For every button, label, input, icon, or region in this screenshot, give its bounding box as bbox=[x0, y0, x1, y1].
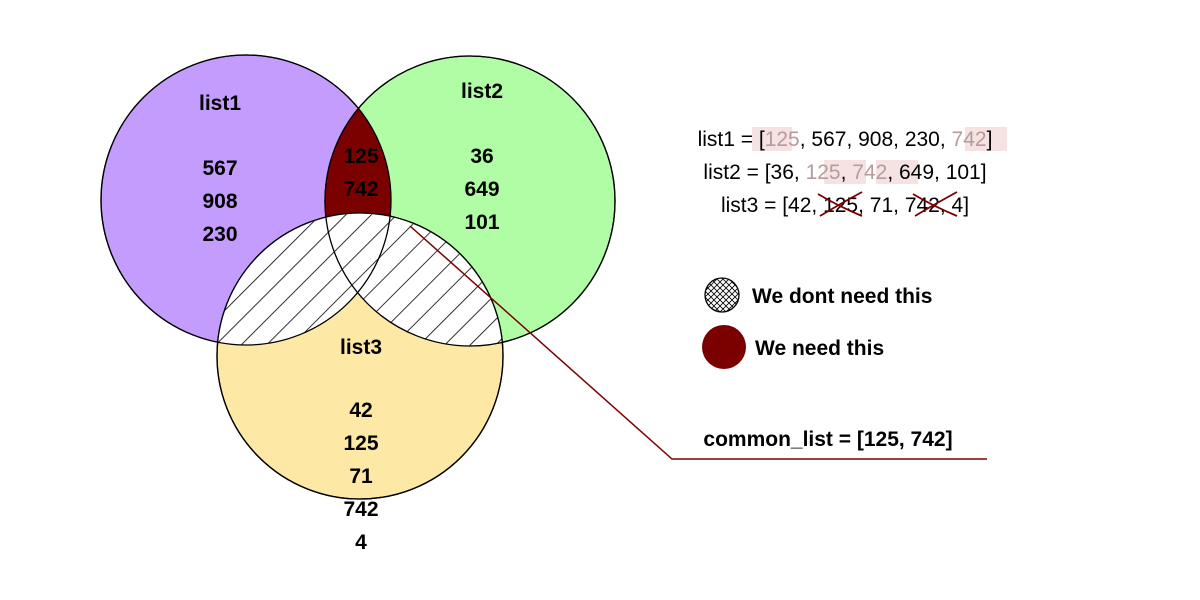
list2-value: 36 bbox=[470, 145, 493, 168]
list3-value: 125 bbox=[343, 432, 378, 455]
highlighted-value: 125 bbox=[765, 128, 800, 151]
hatched-legend-icon bbox=[704, 277, 740, 313]
code-text: list3 = [42, bbox=[721, 194, 823, 217]
list1-value: 230 bbox=[202, 223, 237, 246]
legend-solid-label: We need this bbox=[755, 337, 884, 360]
legend-hatched-label: We dont need this bbox=[752, 285, 932, 308]
highlighted-value: 742 bbox=[952, 128, 987, 151]
code-text: , 71, bbox=[858, 194, 905, 217]
list3-label: list3 bbox=[340, 336, 382, 359]
code-text: ] bbox=[987, 128, 993, 151]
result-text: common_list = [125, 742] bbox=[703, 428, 952, 451]
svg-text:list2 = [36, 125, 742, 649, 10: list2 = [36, 125, 742, 649, 101] bbox=[703, 161, 986, 184]
list3-value: 742 bbox=[343, 498, 378, 521]
list1-label: list1 bbox=[199, 92, 241, 115]
code-text: , 4] bbox=[940, 194, 969, 217]
connector-line bbox=[409, 225, 987, 460]
code-line-list1: list1 = [125, 567, 908, 230, 742] bbox=[698, 127, 1007, 151]
strike-mark bbox=[817, 191, 863, 217]
intersection-value: 742 bbox=[343, 178, 378, 201]
code-text: , 567, 908, 230, bbox=[800, 128, 952, 151]
list2-label: list2 bbox=[461, 80, 503, 103]
list1-value: 567 bbox=[202, 157, 237, 180]
list3-value: 42 bbox=[349, 399, 372, 422]
list2-value: 101 bbox=[464, 211, 499, 234]
code-text: , bbox=[841, 161, 853, 184]
code-text: list1 = [ bbox=[698, 128, 765, 151]
code-text: , 649, 101] bbox=[887, 161, 986, 184]
code-text: list2 = [36, bbox=[703, 161, 805, 184]
code-line-list2: list2 = [36, 125, 742, 649, 101] bbox=[703, 160, 987, 184]
highlighted-value: 125 bbox=[806, 161, 841, 184]
list2-value: 649 bbox=[464, 178, 499, 201]
intersection-value: 125 bbox=[343, 145, 378, 168]
list1-value: 908 bbox=[202, 190, 237, 213]
highlighted-value: 742 bbox=[852, 161, 887, 184]
struck-value: 742 bbox=[905, 194, 940, 217]
code-line-list3: list3 = [42, 125, 71, 742, 4] bbox=[721, 191, 969, 217]
strike-mark bbox=[912, 191, 958, 217]
svg-text:list1 = [125, 567, 908, 230, 7: list1 = [125, 567, 908, 230, 742] bbox=[698, 128, 993, 151]
list3-value: 71 bbox=[349, 465, 373, 488]
list3-value: 4 bbox=[355, 531, 367, 554]
solid-legend-icon bbox=[702, 325, 746, 369]
hatched-overlaps bbox=[217, 213, 503, 346]
